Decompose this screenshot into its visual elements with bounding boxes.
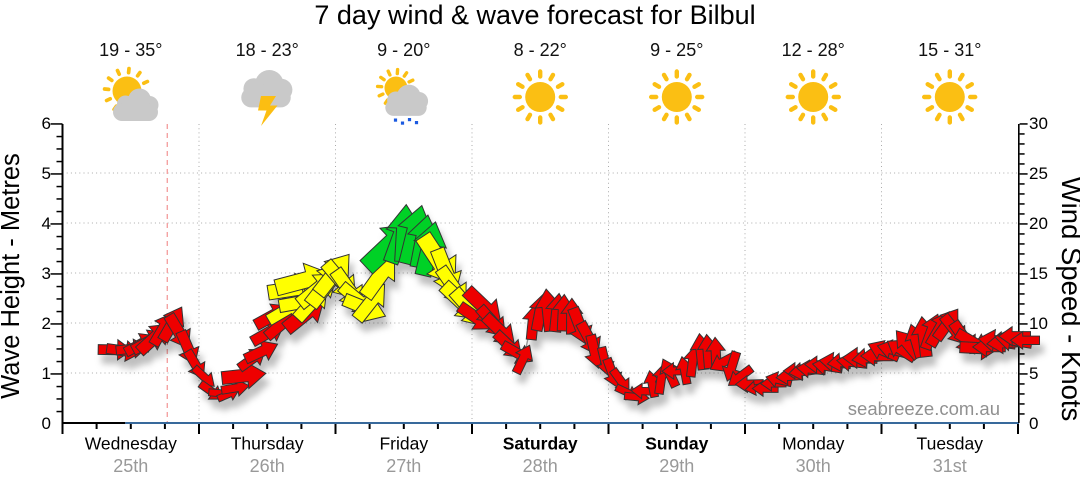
svg-text:7 day wind & wave forecast for: 7 day wind & wave forecast for Bilbul bbox=[314, 0, 755, 30]
svg-text:2: 2 bbox=[42, 314, 51, 333]
svg-text:6: 6 bbox=[42, 114, 51, 133]
svg-text:4: 4 bbox=[42, 214, 51, 233]
svg-text:Thursday: Thursday bbox=[231, 434, 304, 454]
svg-text:0: 0 bbox=[1029, 414, 1038, 433]
svg-text:0: 0 bbox=[42, 414, 51, 433]
svg-text:27th: 27th bbox=[386, 456, 421, 476]
svg-text:Monday: Monday bbox=[782, 434, 845, 454]
svg-text:Tuesday: Tuesday bbox=[917, 434, 984, 454]
svg-text:Friday: Friday bbox=[379, 434, 428, 454]
svg-text:Wind Speed - Knots: Wind Speed - Knots bbox=[1056, 177, 1080, 422]
svg-text:28th: 28th bbox=[523, 456, 558, 476]
svg-text:25th: 25th bbox=[113, 456, 148, 476]
svg-text:30: 30 bbox=[1029, 114, 1048, 133]
svg-text:31st: 31st bbox=[933, 456, 967, 476]
svg-text:30th: 30th bbox=[796, 456, 831, 476]
svg-text:29th: 29th bbox=[659, 456, 694, 476]
svg-text:Wave Height - Metres: Wave Height - Metres bbox=[0, 153, 25, 399]
svg-text:18 - 23°: 18 - 23° bbox=[236, 40, 299, 60]
svg-text:5: 5 bbox=[1029, 364, 1038, 383]
svg-text:3: 3 bbox=[42, 264, 51, 283]
svg-text:12 - 28°: 12 - 28° bbox=[782, 40, 845, 60]
svg-text:Saturday: Saturday bbox=[503, 434, 578, 454]
svg-text:Sunday: Sunday bbox=[645, 434, 708, 454]
svg-text:8 - 22°: 8 - 22° bbox=[514, 40, 567, 60]
svg-text:26th: 26th bbox=[250, 456, 285, 476]
svg-text:9 - 20°: 9 - 20° bbox=[377, 40, 430, 60]
svg-text:15 - 31°: 15 - 31° bbox=[918, 40, 981, 60]
svg-text:5: 5 bbox=[42, 164, 51, 183]
svg-text:19 - 35°: 19 - 35° bbox=[99, 40, 162, 60]
svg-text:Wednesday: Wednesday bbox=[85, 434, 177, 454]
svg-text:25: 25 bbox=[1029, 164, 1048, 183]
svg-text:1: 1 bbox=[42, 364, 51, 383]
svg-text:20: 20 bbox=[1029, 214, 1048, 233]
svg-text:seabreeze.com.au: seabreeze.com.au bbox=[848, 398, 1000, 419]
svg-text:9 - 25°: 9 - 25° bbox=[650, 40, 703, 60]
svg-text:10: 10 bbox=[1029, 314, 1048, 333]
svg-text:15: 15 bbox=[1029, 264, 1048, 283]
